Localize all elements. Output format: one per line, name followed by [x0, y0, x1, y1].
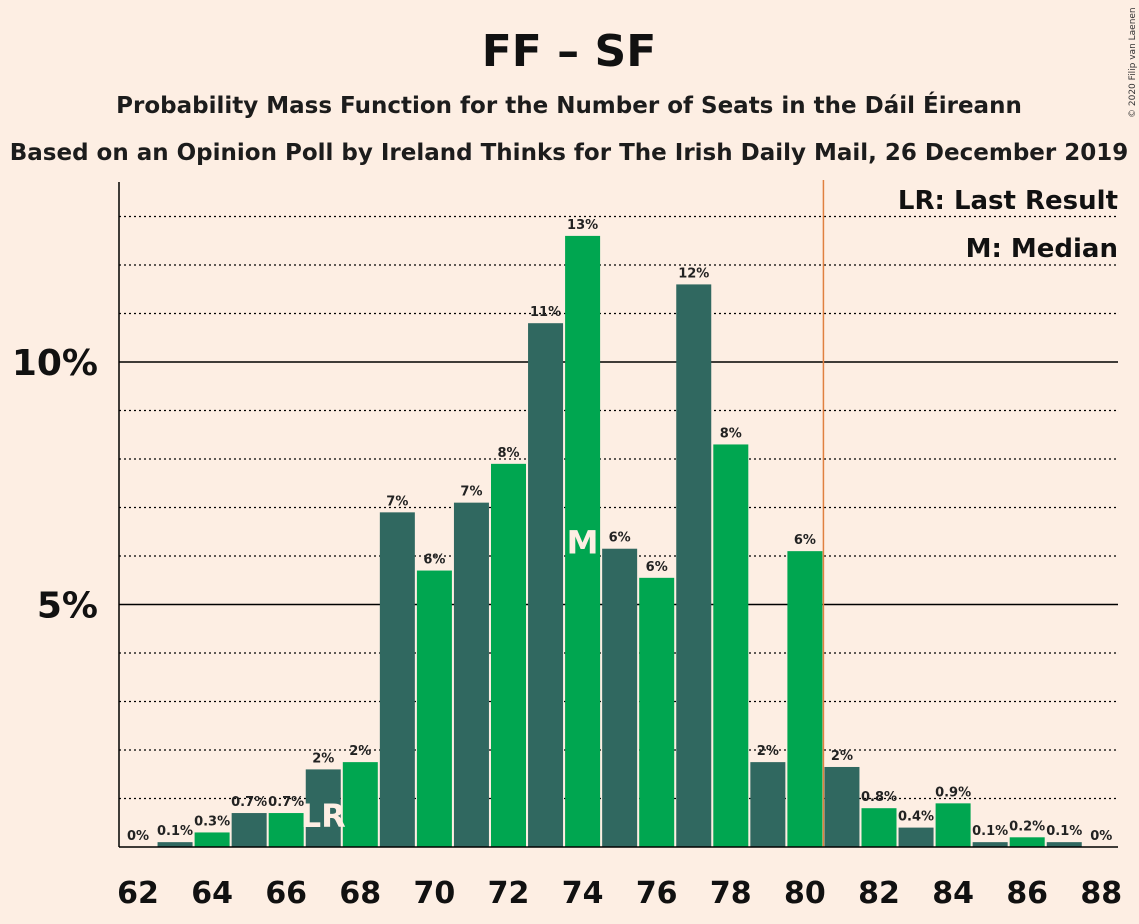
bar-value-label: 6% [609, 531, 631, 546]
bar-value-label: 2% [312, 751, 334, 766]
bar [491, 463, 526, 847]
bar [342, 762, 378, 847]
bar [305, 769, 341, 847]
x-tick-label: 68 [339, 876, 381, 911]
bar-value-label: 6% [646, 560, 668, 575]
bar [602, 548, 638, 847]
bar-value-label: 6% [794, 533, 816, 548]
bar-value-label: 0.8% [861, 790, 897, 805]
bar-value-label: 8% [497, 446, 519, 461]
bar-value-label: 0.4% [898, 810, 934, 825]
bar-value-label: 7% [460, 485, 482, 500]
bar-value-label: 0% [127, 829, 149, 844]
bar-value-label: 0.2% [1009, 819, 1045, 834]
x-tick-label: 62 [117, 876, 159, 911]
bar-value-label: 0.1% [972, 824, 1008, 839]
gridlines [119, 215, 1118, 800]
y-tick-label: 5% [37, 586, 98, 627]
bar [898, 827, 934, 847]
bar [861, 808, 897, 847]
x-tick-label: 78 [710, 876, 752, 911]
bar [713, 444, 749, 847]
x-tick-label: 80 [784, 876, 826, 911]
bar-value-label: 0.1% [157, 824, 193, 839]
bar [972, 842, 1008, 847]
legend-last-result: LR: Last Result [898, 186, 1118, 216]
bar [565, 235, 601, 847]
chart-title: FF – SF [482, 26, 657, 77]
bar [528, 323, 564, 847]
x-tick-label: 64 [191, 876, 233, 911]
chart-subtitle-2: Based on an Opinion Poll by Ireland Thin… [10, 140, 1129, 166]
legend-median: M: Median [966, 234, 1118, 264]
x-tick-label: 86 [1006, 876, 1048, 911]
markers: LR M [301, 180, 825, 847]
bar [157, 842, 193, 847]
bar-value-label: 12% [678, 266, 709, 281]
chart-subtitle: Probability Mass Function for the Number… [116, 91, 1022, 119]
x-tick-label: 74 [562, 876, 604, 911]
bar-value-label: 0% [1090, 829, 1112, 844]
x-tick-label: 88 [1080, 876, 1122, 911]
x-tick-label: 66 [265, 876, 307, 911]
bar [639, 577, 675, 847]
bar [935, 803, 971, 847]
bar-value-label: 0.3% [194, 814, 230, 829]
bar [1046, 842, 1082, 847]
last-result-marker: LR [301, 797, 346, 835]
bar [194, 832, 230, 847]
bar-value-label: 0.7% [231, 795, 267, 810]
bar-value-label: 6% [423, 553, 445, 568]
bar-value-label: 7% [386, 494, 408, 509]
bar [750, 762, 786, 847]
bar-value-label: 8% [720, 426, 742, 441]
bar [268, 813, 304, 847]
median-marker: M [567, 523, 599, 561]
bar [453, 502, 489, 847]
x-tick-label: 76 [636, 876, 678, 911]
y-tick-label: 10% [12, 343, 98, 384]
x-tick-label: 72 [488, 876, 530, 911]
copyright: © 2020 Filip van Laenen [1128, 7, 1138, 118]
axes: 5% 10% 62 64 66 68 70 72 74 76 78 80 82 84 86 88 [12, 182, 1122, 911]
bar [787, 551, 823, 847]
bar [1009, 837, 1045, 847]
bar-value-label: 2% [831, 749, 853, 764]
bar-value-label: 2% [349, 744, 371, 759]
bar [676, 284, 712, 847]
bar-value-label: 11% [530, 305, 561, 320]
bars: 0% 0.1%0.3%0.7% 0.7%2% 2%7%6%7%8%11%13%6%6%… [127, 218, 1112, 847]
bar [824, 766, 860, 847]
bar [379, 512, 415, 847]
x-tick-label: 84 [932, 876, 974, 911]
x-tick-label: 70 [414, 876, 456, 911]
bar [416, 570, 452, 847]
x-tick-label: 82 [858, 876, 900, 911]
bar-value-label: 13% [567, 218, 598, 233]
bar-value-label: 0.7% [268, 795, 304, 810]
bar-value-label: 0.9% [935, 785, 971, 800]
bar-value-label: 2% [757, 744, 779, 759]
bar-value-label: 0.1% [1046, 824, 1082, 839]
bar [231, 813, 267, 847]
